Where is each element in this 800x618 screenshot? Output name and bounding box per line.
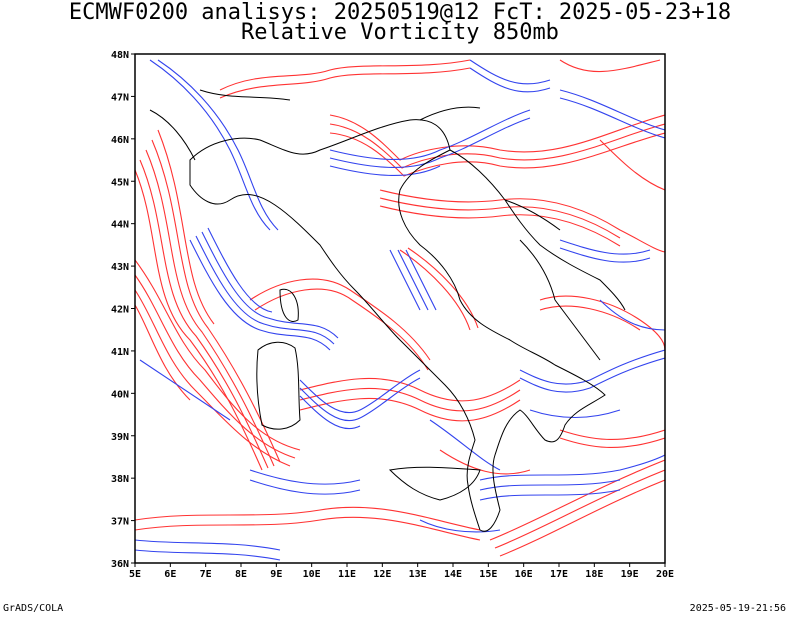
lat-label: 46N: [111, 135, 129, 146]
lat-label: 40N: [111, 389, 129, 400]
lat-label: 42N: [111, 305, 129, 316]
lon-label: 6E: [164, 569, 176, 580]
latitude-axis: 48N 47N 46N 45N 44N 43N 42N 41N 40N 39N 38N 37N 36N: [111, 50, 135, 570]
chart-title-line-2: Relative Vorticity 850mb: [241, 20, 559, 45]
coastlines: [149, 89, 626, 532]
chart-title-line-1: ECMWF0200 analisys: 20250519@12 FcT: 202…: [68, 0, 732, 25]
lat-label: 45N: [111, 177, 129, 188]
map-background: [135, 54, 665, 563]
lon-label: 7E: [200, 569, 212, 580]
lat-label: 43N: [111, 262, 129, 273]
contour-field: [135, 59, 665, 561]
lat-label: 39N: [111, 432, 129, 443]
lon-label: 19E: [621, 569, 639, 580]
lon-label: 8E: [235, 569, 247, 580]
lon-label: 5E: [129, 569, 141, 580]
lon-label: 14E: [444, 569, 462, 580]
lat-label: 47N: [111, 92, 129, 103]
lat-label: 38N: [111, 474, 129, 485]
lon-label: 12E: [373, 569, 391, 580]
lat-label: 36N: [111, 559, 129, 570]
lon-label: 18E: [585, 569, 603, 580]
lon-label: 9E: [270, 569, 282, 580]
lat-label: 48N: [111, 50, 129, 61]
positive-contours: [135, 59, 665, 557]
lon-label: 15E: [479, 569, 497, 580]
lon-label: 16E: [515, 569, 533, 580]
lon-label: 10E: [303, 569, 321, 580]
lon-label: 11E: [338, 569, 356, 580]
lon-label: 13E: [409, 569, 427, 580]
footer-credit: GrADS/COLA: [3, 603, 64, 614]
lat-label: 44N: [111, 220, 129, 231]
longitude-axis: 5E 6E 7E 8E 9E 10E 11E 12E 13E 14E 15E 16E 17E 18E 19E…: [129, 563, 674, 580]
lat-label: 41N: [111, 347, 129, 358]
lon-label: 20E: [656, 569, 674, 580]
negative-contours: [135, 59, 665, 561]
lon-label: 17E: [550, 569, 568, 580]
lat-label: 37N: [111, 517, 129, 528]
footer-timestamp: 2025-05-19-21:56: [689, 603, 786, 614]
